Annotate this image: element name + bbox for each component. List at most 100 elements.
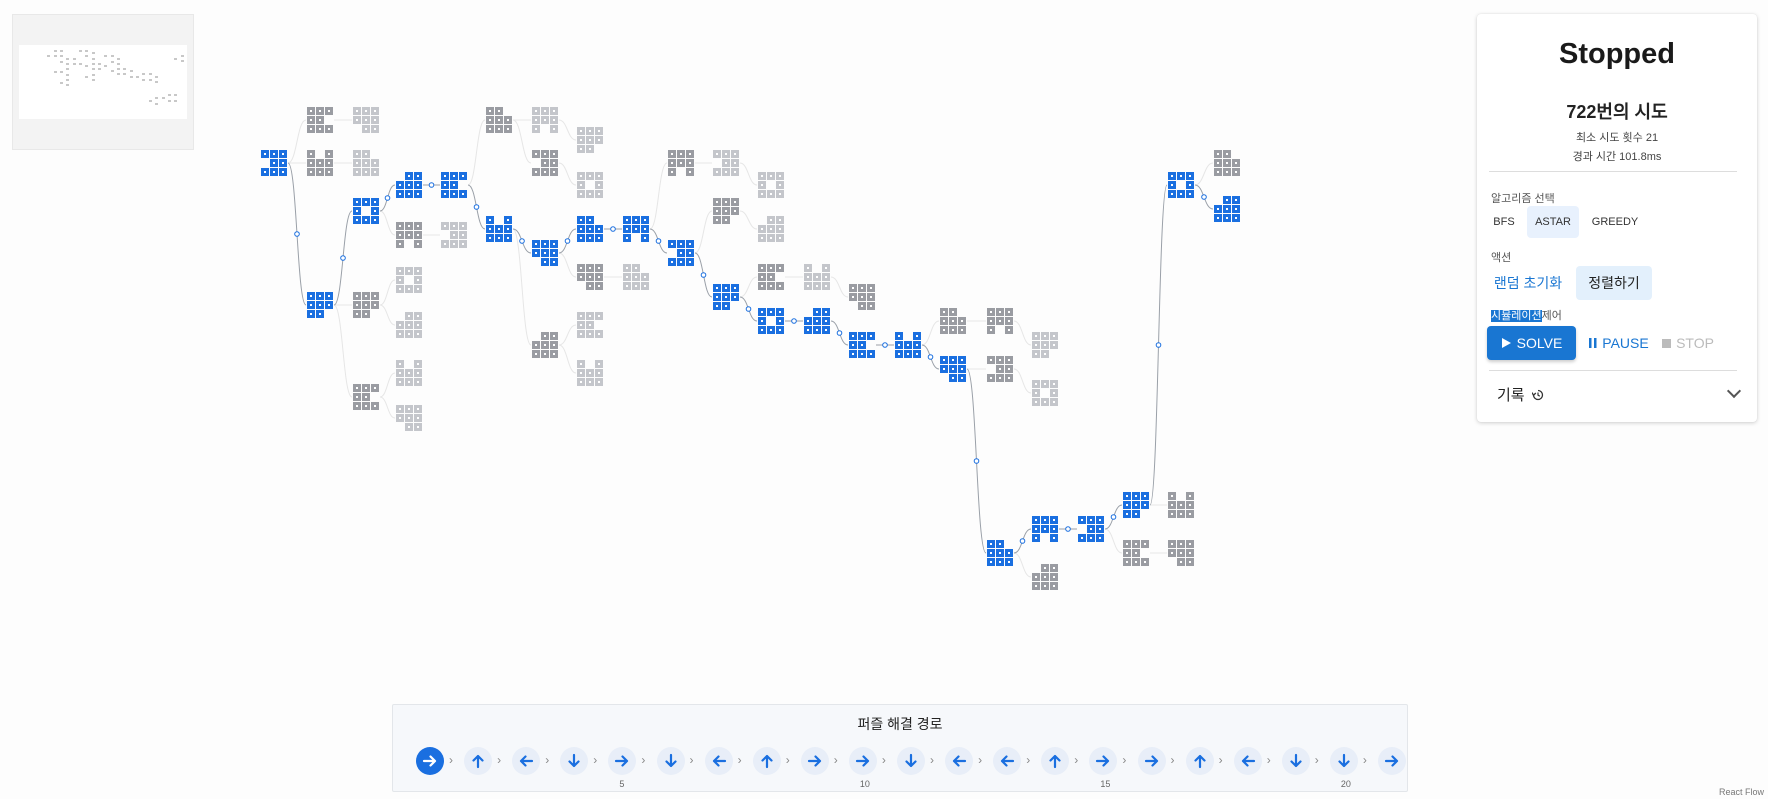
explored-puzzle-node[interactable] (396, 222, 422, 248)
explored-puzzle-node[interactable] (396, 267, 422, 293)
path-step-right[interactable] (800, 747, 829, 775)
explored-puzzle-node[interactable] (713, 150, 739, 176)
explored-puzzle-node[interactable] (668, 150, 694, 176)
solution-puzzle-node[interactable] (1123, 492, 1149, 518)
explored-puzzle-node[interactable] (987, 308, 1013, 334)
solution-puzzle-node[interactable] (486, 216, 512, 242)
solution-puzzle-node[interactable] (940, 356, 966, 382)
explored-puzzle-node[interactable] (758, 216, 784, 242)
explored-puzzle-node[interactable] (532, 332, 558, 358)
explored-puzzle-node[interactable] (307, 150, 333, 176)
solution-puzzle-node[interactable] (261, 150, 287, 176)
path-step-left[interactable] (945, 747, 974, 775)
solution-puzzle-node[interactable] (1032, 516, 1058, 542)
path-step-down[interactable] (1281, 747, 1310, 775)
path-step-down[interactable] (560, 747, 589, 775)
path-step-up[interactable] (1041, 747, 1070, 775)
solution-puzzle-node[interactable] (1078, 516, 1104, 542)
path-step-down[interactable] (1329, 747, 1358, 775)
explored-puzzle-node[interactable] (1123, 540, 1149, 566)
solution-puzzle-node[interactable] (396, 172, 422, 198)
solution-puzzle-node[interactable] (1168, 172, 1194, 198)
pause-button[interactable]: PAUSE (1585, 326, 1653, 360)
explored-puzzle-node[interactable] (1032, 380, 1058, 406)
solution-puzzle-node[interactable] (353, 198, 379, 224)
explored-puzzle-node[interactable] (396, 405, 422, 431)
path-step-right[interactable] (416, 747, 444, 775)
explored-puzzle-node[interactable] (987, 356, 1013, 382)
minimap[interactable] (12, 14, 194, 150)
sort-button[interactable]: 정렬하기 (1576, 266, 1652, 300)
explored-puzzle-node[interactable] (307, 107, 333, 133)
history-toggle[interactable]: 기록 (1497, 384, 1544, 405)
algorithm-greedy-button[interactable]: GREEDY (1591, 216, 1639, 228)
solution-puzzle-node[interactable] (441, 172, 467, 198)
explored-puzzle-node[interactable] (940, 308, 966, 334)
react-flow-attribution[interactable]: React Flow (1718, 787, 1764, 797)
solve-button[interactable]: SOLVE (1487, 326, 1576, 360)
path-step-down[interactable] (656, 747, 685, 775)
explored-puzzle-node[interactable] (577, 172, 603, 198)
explored-puzzle-node[interactable] (713, 198, 739, 224)
algorithm-astar-button[interactable]: ASTAR (1527, 206, 1579, 238)
explored-puzzle-node[interactable] (1168, 540, 1194, 566)
solution-puzzle-node[interactable] (1214, 196, 1240, 222)
explored-puzzle-node[interactable] (441, 222, 467, 248)
path-step-right[interactable] (608, 747, 637, 775)
solution-puzzle-node[interactable] (713, 284, 739, 310)
path-step-left[interactable] (1233, 747, 1262, 775)
solution-puzzle-node[interactable] (987, 540, 1013, 566)
solution-puzzle-node[interactable] (895, 332, 921, 358)
explored-puzzle-node[interactable] (486, 107, 512, 133)
explored-puzzle-node[interactable] (396, 312, 422, 338)
explored-puzzle-node[interactable] (577, 127, 603, 153)
explored-puzzle-node[interactable] (1214, 150, 1240, 176)
solution-puzzle-node[interactable] (623, 216, 649, 242)
explored-puzzle-node[interactable] (623, 264, 649, 290)
explored-puzzle-node[interactable] (577, 312, 603, 338)
explored-puzzle-node[interactable] (577, 360, 603, 386)
solution-puzzle-node[interactable] (532, 240, 558, 266)
explored-puzzle-node[interactable] (758, 172, 784, 198)
explored-puzzle-node[interactable] (353, 107, 379, 133)
explored-puzzle-node[interactable] (577, 264, 603, 290)
path-step-up[interactable] (752, 747, 781, 775)
path-step-right[interactable] (1137, 747, 1166, 775)
path-step-left[interactable] (993, 747, 1022, 775)
puzzle-tile-label (779, 329, 781, 331)
explored-puzzle-node[interactable] (532, 150, 558, 176)
solution-puzzle-node[interactable] (668, 240, 694, 266)
path-step-right[interactable] (848, 747, 877, 775)
chevron-down-icon[interactable] (1726, 383, 1742, 399)
solution-puzzle-node[interactable] (307, 292, 333, 318)
random-init-button[interactable]: 랜덤 초기화 (1493, 275, 1563, 291)
explored-puzzle-node[interactable] (532, 107, 558, 133)
path-step-down[interactable] (897, 747, 925, 775)
minimap-viewport[interactable] (19, 45, 187, 119)
path-step-up[interactable] (464, 747, 493, 775)
explored-puzzle-node[interactable] (758, 264, 784, 290)
path-step-left[interactable] (512, 747, 541, 775)
path-step-right[interactable] (1089, 747, 1118, 775)
explored-puzzle-node[interactable] (1168, 492, 1194, 518)
solution-puzzle-node[interactable] (577, 216, 603, 242)
explored-puzzle-node[interactable] (396, 360, 422, 386)
path-step-left[interactable] (704, 747, 733, 775)
explored-puzzle-node[interactable] (804, 264, 830, 290)
solution-puzzle-node[interactable] (849, 332, 875, 358)
solution-puzzle-node[interactable] (758, 308, 784, 334)
path-step-right[interactable] (1378, 747, 1406, 775)
explored-puzzle-node[interactable] (1032, 332, 1058, 358)
explored-puzzle-node[interactable] (1032, 564, 1058, 590)
solution-puzzle-node[interactable] (804, 308, 830, 334)
puzzle-tile-label (1189, 495, 1191, 497)
stop-button[interactable]: STOP (1658, 326, 1718, 360)
algorithm-bfs-button[interactable]: BFS (1493, 216, 1515, 228)
explored-puzzle-node[interactable] (353, 150, 379, 176)
path-step-up[interactable] (1185, 747, 1214, 775)
explored-puzzle-node[interactable] (353, 384, 379, 410)
explored-puzzle-node[interactable] (849, 284, 875, 310)
explored-puzzle-node[interactable] (353, 292, 379, 318)
